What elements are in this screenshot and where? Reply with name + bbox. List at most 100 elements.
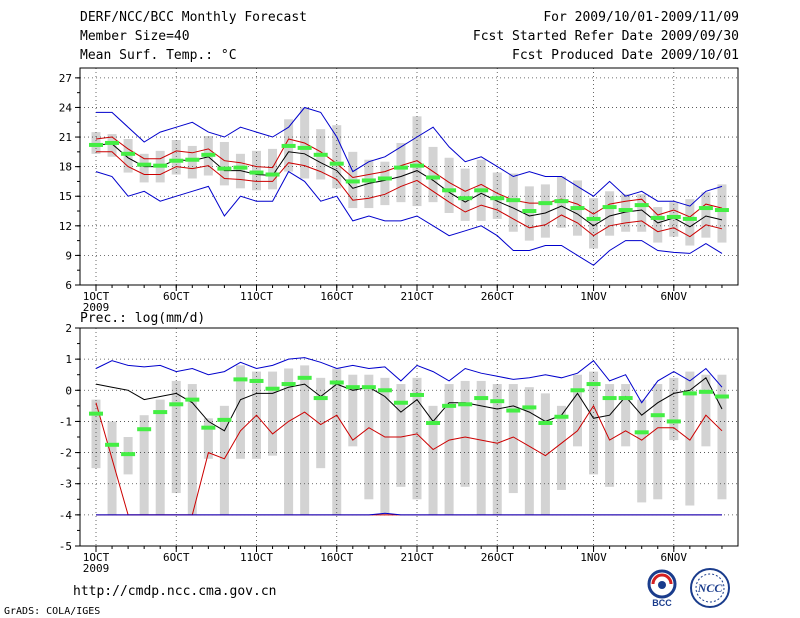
precipitation-mean-marker xyxy=(698,389,713,394)
temperature-mean-marker xyxy=(361,178,376,183)
precipitation-xtick-label: 16OCT xyxy=(320,551,353,564)
temperature-box xyxy=(444,157,454,213)
precipitation-box xyxy=(235,365,245,459)
bcc-logo: BCC xyxy=(647,569,677,608)
temperature-ytick-label: 27 xyxy=(59,72,72,85)
precipitation-box xyxy=(332,368,342,515)
source-url[interactable]: http://cmdp.ncc.cma.gov.cn xyxy=(73,584,277,599)
precipitation-box xyxy=(589,371,599,475)
temperature-mean-marker xyxy=(329,161,344,166)
temperature-box xyxy=(524,186,534,241)
temperature-mean-marker xyxy=(698,206,713,211)
precipitation-ytick-label: -2 xyxy=(59,447,72,460)
temperature-mean-marker xyxy=(281,143,296,148)
temperature-box xyxy=(589,198,599,249)
precipitation-year-label: 2009 xyxy=(83,562,110,575)
precipitation-box xyxy=(428,405,438,515)
precipitation-mean-marker xyxy=(714,394,729,399)
temperature-mean-marker xyxy=(201,152,216,157)
temperature-max-line xyxy=(96,106,723,207)
temperature-box xyxy=(621,194,631,232)
precipitation-box xyxy=(540,393,550,515)
precipitation-box xyxy=(444,384,454,515)
precipitation-ytick-label: -4 xyxy=(59,509,73,522)
precipitation-box xyxy=(187,384,197,515)
precipitation-mean-marker xyxy=(442,403,457,408)
temperature-xtick-label: 11OCT xyxy=(240,290,273,303)
precipitation-title: Prec.: log(mm/d) xyxy=(80,311,205,326)
temperature-mean-marker xyxy=(297,145,312,150)
precipitation-mean-marker xyxy=(313,396,328,401)
precipitation-mean-marker xyxy=(89,411,103,416)
precipitation-xtick-label: 26OCT xyxy=(481,551,514,564)
temperature-mean-marker xyxy=(570,206,585,211)
precipitation-mean-marker xyxy=(506,408,521,413)
precipitation-xtick-label: 11OCT xyxy=(240,551,273,564)
precipitation-ytick-label: 0 xyxy=(65,384,72,397)
chart-title: DERF/NCC/BCC Monthly Forecast xyxy=(80,10,307,25)
precipitation-mean-marker xyxy=(650,413,665,418)
temperature-mean-marker xyxy=(89,142,103,147)
precipitation-mean-marker xyxy=(458,402,473,407)
variable-label: Mean Surf. Temp.: °C xyxy=(80,48,237,63)
precipitation-box xyxy=(573,374,582,447)
forecast-produced-date: Fcst Produced Date 2009/10/01 xyxy=(512,48,739,63)
temperature-mean-marker xyxy=(506,198,521,203)
precipitation-mean-marker xyxy=(137,427,152,432)
temperature-box xyxy=(396,142,406,203)
temperature-box xyxy=(605,191,615,236)
bcc-logo-text: BCC xyxy=(652,598,672,608)
ncc-logo: NCC xyxy=(690,568,730,608)
precipitation-mean-marker xyxy=(361,385,376,390)
temperature-mean-marker xyxy=(554,199,569,204)
temperature-mean-marker xyxy=(345,179,360,184)
precipitation-mean-marker xyxy=(618,396,633,401)
precipitation-box xyxy=(139,415,149,515)
temperature-mean-marker xyxy=(682,216,697,221)
precipitation-box xyxy=(284,368,294,515)
temperature-mean-marker xyxy=(249,170,264,175)
temperature-ytick-label: 12 xyxy=(59,220,72,233)
temperature-mean-marker xyxy=(105,140,120,145)
temperature-xtick-label: 21OCT xyxy=(400,290,433,303)
temperature-mean-marker xyxy=(137,162,152,167)
precipitation-box xyxy=(605,384,615,487)
precipitation-mean-marker xyxy=(105,442,120,447)
precipitation-mean-marker xyxy=(297,375,312,380)
temperature-box xyxy=(540,184,550,238)
temperature-box xyxy=(139,153,149,183)
temperature-box xyxy=(460,168,470,221)
precipitation-box xyxy=(107,421,117,515)
precipitation-mean-marker xyxy=(393,400,408,405)
precipitation-mean-marker xyxy=(586,382,601,387)
precipitation-box xyxy=(268,371,278,456)
temperature-mean-marker xyxy=(169,158,184,163)
precipitation-mean-marker xyxy=(490,399,505,404)
precipitation-box xyxy=(155,399,165,515)
precipitation-mean-marker xyxy=(682,391,697,396)
temperature-mean-marker xyxy=(217,166,232,171)
precipitation-mean-marker xyxy=(666,419,681,424)
precipitation-box xyxy=(219,405,229,515)
precipitation-box xyxy=(300,365,310,515)
precipitation-box xyxy=(556,405,566,490)
precipitation-mean-marker xyxy=(265,386,280,391)
temperature-mean-marker xyxy=(426,175,441,180)
temperature-mean-marker xyxy=(377,176,392,181)
ncc-logo-text: NCC xyxy=(697,581,724,595)
temperature-box xyxy=(492,172,502,219)
temperature-box xyxy=(508,173,518,232)
precipitation-box xyxy=(717,374,727,500)
precipitation-mean-marker xyxy=(538,420,553,425)
precipitation-mean-marker xyxy=(522,405,537,410)
temperature-ytick-label: 6 xyxy=(65,279,72,292)
temperature-box xyxy=(107,134,117,157)
temperature-box xyxy=(187,145,197,179)
temperature-mean-marker xyxy=(121,151,136,156)
temperature-mean-marker xyxy=(474,188,489,193)
precipitation-box xyxy=(492,384,502,515)
precipitation-xtick-label: 6OCT xyxy=(163,551,190,564)
temperature-mean-marker xyxy=(393,165,408,170)
temperature-ytick-label: 24 xyxy=(59,101,73,114)
